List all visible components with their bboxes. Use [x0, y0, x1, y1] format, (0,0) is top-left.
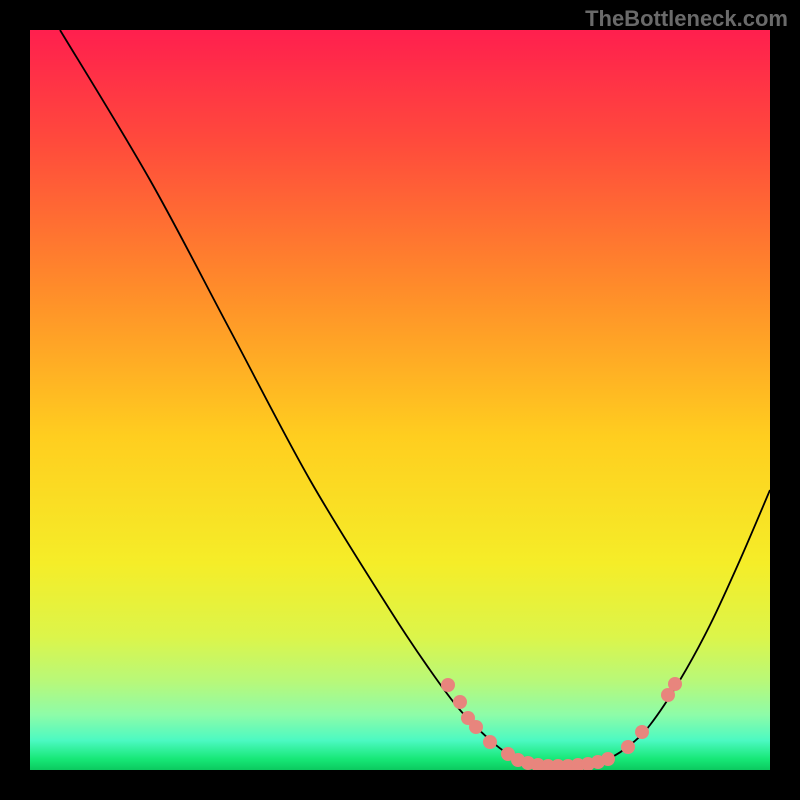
watermark-text: TheBottleneck.com: [585, 6, 788, 32]
chart-svg: [30, 30, 770, 770]
marker-point: [453, 695, 467, 709]
marker-point: [621, 740, 635, 754]
marker-point: [483, 735, 497, 749]
marker-point: [668, 677, 682, 691]
marker-point: [469, 720, 483, 734]
marker-point: [601, 752, 615, 766]
chart-background: [30, 30, 770, 770]
marker-point: [635, 725, 649, 739]
watermark-label: TheBottleneck.com: [585, 6, 788, 31]
marker-point: [441, 678, 455, 692]
chart-container: [30, 30, 770, 770]
